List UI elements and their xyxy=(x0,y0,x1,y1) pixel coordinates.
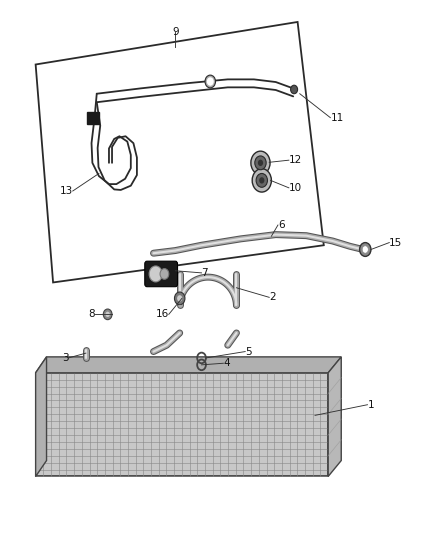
Circle shape xyxy=(252,168,272,192)
Circle shape xyxy=(174,292,185,305)
Circle shape xyxy=(103,309,112,320)
Circle shape xyxy=(290,85,297,94)
Polygon shape xyxy=(35,357,341,373)
Bar xyxy=(87,112,99,124)
Text: 15: 15 xyxy=(389,238,403,247)
Circle shape xyxy=(106,312,110,317)
Circle shape xyxy=(160,269,169,279)
Circle shape xyxy=(177,295,182,302)
Polygon shape xyxy=(35,373,328,477)
Text: 3: 3 xyxy=(62,353,68,363)
Text: 13: 13 xyxy=(60,186,73,196)
Text: 6: 6 xyxy=(278,220,285,230)
Text: 12: 12 xyxy=(289,155,302,165)
Text: 10: 10 xyxy=(289,183,302,193)
Text: 1: 1 xyxy=(367,400,374,410)
Circle shape xyxy=(205,75,215,88)
Circle shape xyxy=(149,266,162,282)
Text: 16: 16 xyxy=(155,309,169,319)
Text: 2: 2 xyxy=(269,292,276,302)
Polygon shape xyxy=(35,357,46,477)
Text: 5: 5 xyxy=(245,346,252,357)
Text: 7: 7 xyxy=(201,268,208,278)
Circle shape xyxy=(256,173,268,187)
Text: 4: 4 xyxy=(223,358,230,368)
Text: 8: 8 xyxy=(88,309,95,319)
Circle shape xyxy=(207,77,214,86)
Polygon shape xyxy=(328,357,341,477)
Circle shape xyxy=(258,160,263,166)
Circle shape xyxy=(251,151,270,174)
Text: 9: 9 xyxy=(172,27,179,37)
FancyBboxPatch shape xyxy=(145,261,177,287)
Circle shape xyxy=(255,156,266,169)
Circle shape xyxy=(360,243,371,256)
Circle shape xyxy=(362,246,368,253)
Circle shape xyxy=(259,177,265,183)
Text: 11: 11 xyxy=(330,112,343,123)
